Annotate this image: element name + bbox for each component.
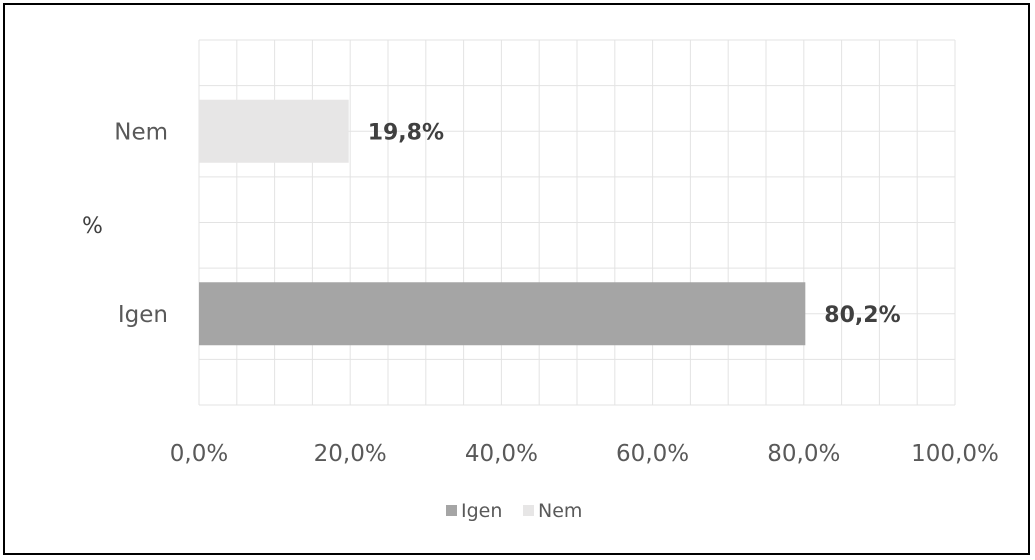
category-label-nem: Nem (114, 119, 168, 145)
legend-swatch-nem (523, 505, 534, 516)
bar-igen (199, 282, 806, 346)
legend: Igen Nem (446, 500, 582, 522)
legend-label-nem: Nem (538, 500, 582, 522)
data-label-nem: 19,8% (368, 120, 444, 145)
legend-label-igen: Igen (461, 500, 502, 522)
x-tick-label: 60,0% (616, 441, 689, 467)
x-tick-label: 20,0% (314, 441, 387, 467)
legend-swatch-igen (446, 505, 457, 516)
category-label-igen: Igen (118, 302, 168, 328)
bar-nem (199, 99, 349, 163)
y-axis-title: % (82, 214, 103, 239)
data-labels: 80,2% 19,8% (368, 120, 901, 328)
bars (199, 99, 806, 346)
data-label-igen: 80,2% (824, 303, 900, 328)
x-tick-labels: 0,0% 20,0% 40,0% 60,0% 80,0% 100,0% (170, 441, 999, 467)
gridlines (198, 39, 956, 406)
x-tick-label: 100,0% (911, 441, 999, 467)
category-labels: Igen Nem (114, 119, 168, 328)
chart-frame (3, 3, 1030, 555)
x-tick-label: 40,0% (465, 441, 538, 467)
x-tick-label: 0,0% (170, 441, 228, 467)
x-tick-label: 80,0% (767, 441, 840, 467)
